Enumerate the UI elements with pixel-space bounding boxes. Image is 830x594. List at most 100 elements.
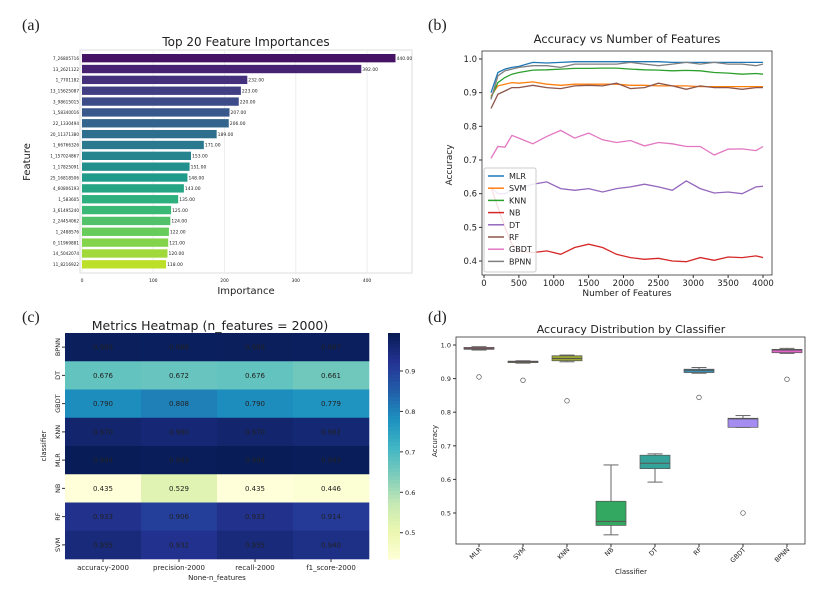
colorbar-segment — [388, 385, 400, 390]
y-tick-label: 3_61495240 — [53, 208, 79, 213]
colorbar-segment — [388, 393, 400, 398]
series-line-svm — [490, 81, 763, 97]
series-line-gbdt — [490, 129, 764, 159]
heatmap-cell — [293, 417, 370, 447]
cell-value: 0.446 — [321, 485, 342, 493]
colorbar-segment — [388, 525, 400, 530]
data-label: 153.00 — [192, 154, 208, 160]
bar-1_157024867 — [82, 151, 192, 160]
data-label: 220.00 — [240, 99, 256, 105]
heatmap-cell — [65, 389, 142, 419]
colorbar-segment — [388, 366, 400, 372]
data-label: 151.00 — [191, 164, 207, 170]
colorbar-tick-label: 0.6 — [405, 489, 415, 497]
data-label: 392.00 — [362, 67, 378, 73]
y-tick-label: 1_157024867 — [50, 154, 79, 159]
colorbar-tick-label: 0.7 — [405, 448, 415, 456]
colorbar-segment — [388, 381, 400, 387]
y-tick-label: 0.5 — [463, 223, 477, 233]
cell-value: 0.970 — [93, 428, 113, 436]
chart-a-title: Top 20 Feature Importances — [161, 35, 329, 49]
cell-value: 0.993 — [169, 457, 189, 465]
colorbar-segment — [388, 340, 400, 345]
chart-c-ylabel: classifier — [40, 430, 48, 461]
heatmap-cell — [141, 361, 218, 390]
data-label: 223.00 — [242, 88, 258, 94]
colorbar-tick-label: 0.9 — [405, 368, 415, 376]
y-tick-label: 3_98615015 — [53, 99, 79, 104]
x-tick-label: 0 — [81, 278, 84, 284]
heatmap-cell — [293, 530, 370, 560]
data-label: 122.00 — [170, 230, 186, 236]
colorbar-segment — [388, 494, 400, 500]
y-tick-label: 7_26805716 — [53, 56, 79, 61]
colorbar-segment — [388, 457, 400, 462]
cell-value: 0.808 — [169, 400, 189, 408]
colorbar-segment — [388, 464, 400, 470]
heatmap-cell — [217, 333, 294, 362]
y-tick-label: 13_15625087 — [50, 88, 79, 93]
row-label: NB — [54, 484, 62, 493]
chart-d-ylabel: Accuracy — [431, 425, 439, 457]
row-label: DT — [54, 371, 62, 380]
panel-label-a: (a) — [22, 17, 40, 34]
colorbar-segment — [388, 555, 400, 560]
x-tick-label: NB — [603, 546, 615, 558]
bar-3_98615015 — [82, 97, 239, 106]
x-tick-label: GBDT — [729, 546, 748, 565]
bar-1_58340016 — [82, 108, 230, 117]
colorbar-segment — [388, 400, 400, 406]
outlier-mlr — [476, 374, 482, 380]
colorbar-segment — [388, 517, 400, 522]
cell-value: 0.529 — [169, 485, 189, 493]
x-tick-label: KNN — [556, 546, 572, 562]
bar-11_8216922 — [82, 260, 167, 269]
x-tick-label: 200 — [220, 278, 229, 284]
y-tick-label: 22_1330494 — [53, 121, 79, 126]
metrics-heatmap: Metrics Heatmap (n_features = 2000) None… — [40, 318, 415, 582]
colorbar-segment — [388, 404, 400, 409]
row-label: MLR — [54, 453, 62, 467]
y-tick-label: 14_5042074 — [53, 251, 79, 256]
panel-label-d: (d) — [428, 309, 447, 326]
y-tick-label: 0.6 — [463, 190, 477, 200]
box-rf — [683, 368, 715, 373]
outlier-gbdt — [740, 510, 746, 516]
x-tick-label: BPNN — [773, 546, 792, 565]
legend-box — [483, 167, 537, 273]
data-label: 148.00 — [188, 175, 204, 181]
colorbar-segment — [388, 446, 400, 451]
y-tick-label: 25_16818506 — [50, 175, 79, 180]
row-label: RF — [54, 512, 62, 521]
x-tick-label: 2000 — [613, 279, 635, 289]
data-label: 207.00 — [230, 110, 246, 116]
heatmap-cell — [141, 502, 218, 532]
heatmap-cell — [141, 333, 218, 362]
bar-7_26805716 — [82, 54, 396, 63]
colorbar-segment — [388, 408, 400, 413]
y-tick-label: 1.0 — [441, 342, 451, 350]
data-label: 118.00 — [167, 262, 183, 268]
colorbar-segment — [388, 551, 400, 556]
y-tick-label: 0.8 — [441, 409, 451, 417]
y-tick-label: 11_8216922 — [53, 262, 79, 267]
data-label: 125.00 — [172, 208, 188, 214]
heatmap-cell — [217, 417, 294, 447]
data-label: 124.00 — [171, 219, 187, 225]
bar-14_5042074 — [82, 249, 168, 258]
cell-value: 0.988 — [169, 344, 189, 352]
plot-frame — [455, 336, 806, 545]
y-tick-label: 1_7701182 — [56, 78, 80, 83]
cell-value: 0.435 — [245, 485, 265, 493]
colorbar-segment — [388, 333, 400, 338]
heatmap-cell — [217, 389, 294, 419]
bar-1_583605 — [82, 195, 179, 204]
row-label: BPNN — [54, 338, 62, 356]
series-line-knn — [490, 67, 764, 98]
data-label: 189.00 — [218, 132, 234, 138]
cell-value: 0.676 — [245, 372, 266, 380]
heatmap-cell — [293, 474, 370, 503]
legend: MLR SVM KNN NB DT RF GBDT BPNN — [483, 167, 537, 273]
colorbar-segment — [388, 540, 400, 545]
